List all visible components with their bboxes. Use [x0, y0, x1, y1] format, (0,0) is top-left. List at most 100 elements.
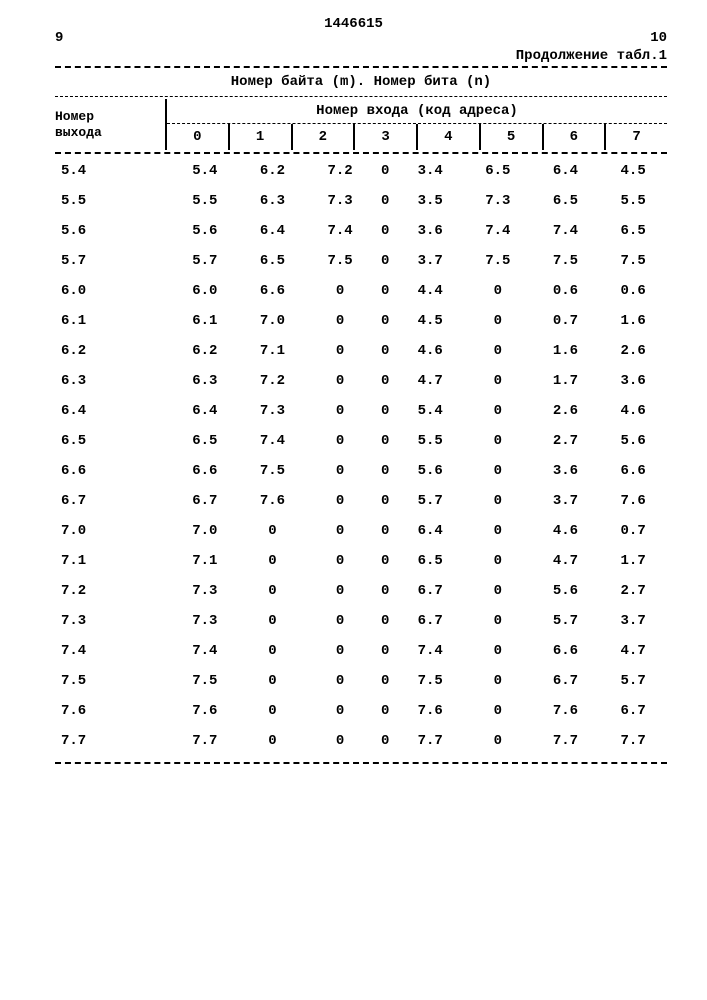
continuation-label: Продолжение табл.1	[55, 48, 667, 64]
table-cell: 0	[374, 546, 397, 576]
column-headers-row: 0 1 2 3 4 5 6 7	[167, 123, 667, 150]
table-row: 7.47.40007.406.64.7	[55, 636, 667, 666]
table-cell: 7.4	[464, 216, 532, 246]
row-label: 5.6	[55, 216, 171, 246]
table-cell: 6.5	[396, 546, 464, 576]
table-cell: 0	[374, 696, 397, 726]
table-cell: 7.7	[599, 726, 667, 756]
table-cell: 7.4	[171, 636, 239, 666]
table-cell: 6.3	[239, 186, 307, 216]
table-row: 7.67.60007.607.66.7	[55, 696, 667, 726]
table-cell: 0	[464, 306, 532, 336]
table-cell: 7.1	[239, 336, 307, 366]
table-cell: 0	[239, 576, 307, 606]
byte-bit-header: Номер байта (m). Номер бита (n)	[55, 70, 667, 94]
table-cell: 1.6	[599, 306, 667, 336]
table-cell: 7.5	[171, 666, 239, 696]
table-cell: 3.7	[599, 606, 667, 636]
table-cell: 2.7	[532, 426, 600, 456]
row-label: 5.4	[55, 156, 171, 186]
table-cell: 0	[306, 426, 374, 456]
table-cell: 0	[239, 636, 307, 666]
table-cell: 0	[306, 456, 374, 486]
table-cell: 4.7	[599, 636, 667, 666]
table-cell: 0	[306, 366, 374, 396]
table-cell: 6.4	[171, 396, 239, 426]
table-cell: 6.2	[171, 336, 239, 366]
table-cell: 5.6	[396, 456, 464, 486]
table-cell: 2.6	[599, 336, 667, 366]
table-cell: 7.5	[464, 246, 532, 276]
table-cell: 0	[374, 156, 397, 186]
document-number: 1446615	[324, 16, 383, 32]
table-cell: 0	[306, 516, 374, 546]
table-cell: 0	[374, 306, 397, 336]
row-label: 6.2	[55, 336, 171, 366]
table-cell: 6.6	[239, 276, 307, 306]
table-cell: 6.0	[171, 276, 239, 306]
table-cell: 6.7	[532, 666, 600, 696]
table-cell: 3.4	[396, 156, 464, 186]
table-row: 6.66.67.5005.603.66.6	[55, 456, 667, 486]
table-cell: 7.3	[239, 396, 307, 426]
table-cell: 7.3	[464, 186, 532, 216]
table-cell: 6.6	[171, 456, 239, 486]
table-row: 6.36.37.2004.701.73.6	[55, 366, 667, 396]
table-row: 7.07.00006.404.60.7	[55, 516, 667, 546]
table-cell: 0	[239, 606, 307, 636]
table-cell: 6.4	[239, 216, 307, 246]
table-cell: 0	[374, 666, 397, 696]
table-cell: 5.4	[396, 396, 464, 426]
input-number-header: Номер входа (код адреса)	[167, 99, 667, 123]
table-cell: 0	[306, 636, 374, 666]
table-cell: 0	[306, 276, 374, 306]
table-cell: 7.5	[306, 246, 374, 276]
col-head-4: 4	[416, 124, 479, 150]
divider-bottom	[55, 762, 667, 764]
table-cell: 0	[239, 696, 307, 726]
table-cell: 7.0	[239, 306, 307, 336]
table-cell: 5.6	[171, 216, 239, 246]
row-label: 7.7	[55, 726, 171, 756]
table-cell: 6.7	[396, 576, 464, 606]
table-cell: 0	[239, 666, 307, 696]
table-cell: 0	[306, 396, 374, 426]
table-cell: 0	[464, 486, 532, 516]
table-cell: 0	[374, 336, 397, 366]
table-cell: 1.6	[532, 336, 600, 366]
table-cell: 2.7	[599, 576, 667, 606]
table-cell: 0.6	[599, 276, 667, 306]
table-cell: 0	[306, 666, 374, 696]
table-cell: 6.7	[599, 696, 667, 726]
table-cell: 0	[464, 456, 532, 486]
table-cell: 7.5	[599, 246, 667, 276]
table-cell: 7.2	[306, 156, 374, 186]
row-label: 6.3	[55, 366, 171, 396]
table-cell: 0	[464, 576, 532, 606]
table-cell: 0	[464, 366, 532, 396]
table-cell: 7.3	[171, 606, 239, 636]
table-cell: 7.4	[396, 636, 464, 666]
output-number-header: Номер выхода	[55, 99, 165, 150]
table-cell: 4.4	[396, 276, 464, 306]
row-label: 6.7	[55, 486, 171, 516]
table-cell: 7.6	[599, 486, 667, 516]
table-cell: 0.7	[599, 516, 667, 546]
table-cell: 0	[374, 246, 397, 276]
table-row: 6.46.47.3005.402.64.6	[55, 396, 667, 426]
row-label: 7.1	[55, 546, 171, 576]
table-cell: 5.5	[599, 186, 667, 216]
table-cell: 0	[306, 606, 374, 636]
table-cell: 0	[374, 426, 397, 456]
row-label: 6.4	[55, 396, 171, 426]
divider-under-bytebit	[55, 96, 667, 97]
divider-under-header	[55, 152, 667, 154]
table-cell: 5.7	[599, 666, 667, 696]
table-cell: 0	[374, 366, 397, 396]
table-cell: 0	[239, 516, 307, 546]
table-cell: 6.5	[464, 156, 532, 186]
table-cell: 5.6	[532, 576, 600, 606]
col-head-0: 0	[167, 124, 228, 150]
table-cell: 7.7	[171, 726, 239, 756]
table-cell: 0	[306, 726, 374, 756]
